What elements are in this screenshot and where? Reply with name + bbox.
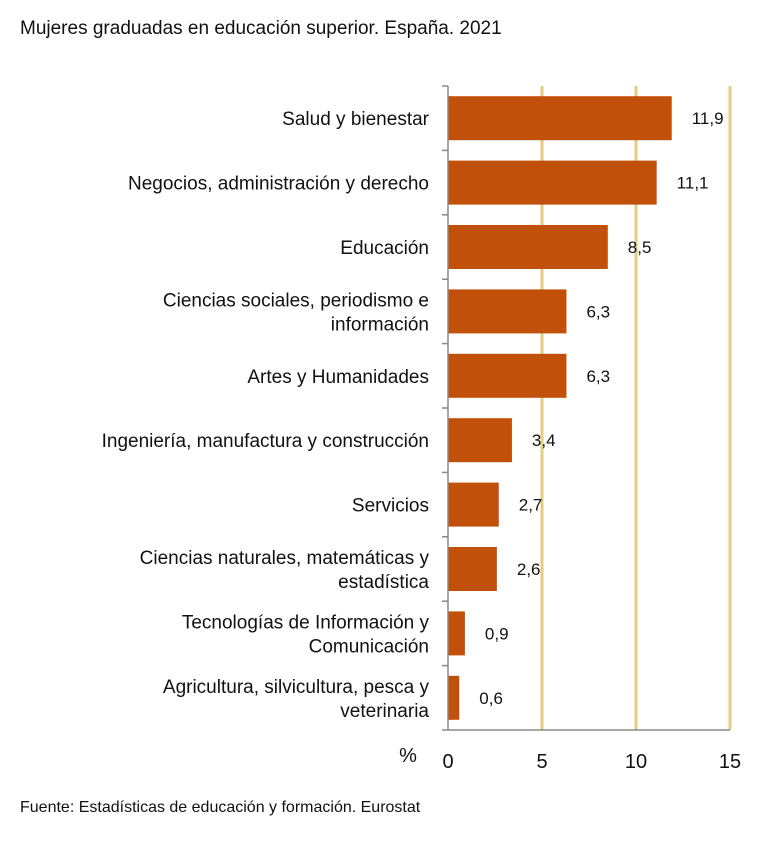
category-label-3-line-0: Ciencias sociales, periodismo e <box>163 290 429 311</box>
category-label-6: Servicios <box>352 496 429 517</box>
value-label-0: 11,9 <box>692 109 724 128</box>
x-tick-label-10: 10 <box>625 751 647 773</box>
category-label-1: Negocios, administración y derecho <box>128 174 429 195</box>
bar-6 <box>448 482 499 527</box>
category-label-9-line-1: veterinaria <box>340 701 429 722</box>
bar-0 <box>448 96 672 141</box>
value-label-3: 6,3 <box>586 302 610 321</box>
axis-unit-label: % <box>399 745 417 767</box>
value-label-1: 11,1 <box>677 174 709 193</box>
value-label-7: 2,6 <box>517 560 541 579</box>
value-labels: 11,9 11,1 8,5 6,3 6,3 3,4 2,7 2,6 0,9 0,6 <box>479 109 723 708</box>
bar-7 <box>448 547 497 591</box>
bars <box>448 96 672 720</box>
category-label-0: Salud y bienestar <box>282 109 429 130</box>
bar-5 <box>448 418 512 463</box>
category-label-2: Educación <box>340 238 429 259</box>
value-label-8: 0,9 <box>485 624 509 643</box>
x-tick-label-0: 0 <box>442 751 453 773</box>
value-label-2: 8,5 <box>628 238 652 257</box>
category-label-1-line-0: Negocios, administración y derecho <box>128 174 429 195</box>
category-label-2-line-0: Educación <box>340 238 429 259</box>
category-label-8-line-1: Comunicación <box>309 636 429 657</box>
category-label-3-line-1: información <box>331 314 429 335</box>
value-label-4: 6,3 <box>586 367 610 386</box>
category-label-7-line-0: Ciencias naturales, matemáticas y <box>140 548 430 569</box>
source-note: Fuente: Estadísticas de educación y form… <box>20 799 421 816</box>
bar-4 <box>448 353 567 398</box>
value-label-5: 3,4 <box>532 431 556 450</box>
x-tick-label-5: 5 <box>536 751 547 773</box>
category-label-3: Ciencias sociales, periodismo e informaci… <box>163 290 429 335</box>
category-label-6-line-0: Servicios <box>352 496 429 517</box>
bar-1 <box>448 160 657 205</box>
category-label-5-line-0: Ingeniería, manufactura y construcción <box>102 431 429 452</box>
category-label-9-line-0: Agricultura, silvicultura, pesca y <box>163 677 430 698</box>
chart-title: Mujeres graduadas en educación superior.… <box>20 18 502 39</box>
category-label-7-line-1: estadística <box>338 572 429 593</box>
bar-3 <box>448 289 567 334</box>
category-label-8-line-0: Tecnologías de Información y <box>182 612 430 633</box>
bar-9 <box>448 675 460 720</box>
value-label-9: 0,6 <box>479 689 503 708</box>
category-label-4: Artes y Humanidades <box>247 367 429 388</box>
category-labels: Salud y bienestar Negocios, administració… <box>102 109 430 722</box>
category-label-4-line-0: Artes y Humanidades <box>247 367 429 388</box>
tick-labels: 0 5 10 15 <box>442 751 741 773</box>
category-label-0-line-0: Salud y bienestar <box>282 109 429 130</box>
category-label-7: Ciencias naturales, matemáticas y estadís… <box>140 548 430 593</box>
axes <box>442 85 730 731</box>
bar-2 <box>448 225 608 269</box>
x-tick-label-15: 15 <box>719 751 741 773</box>
category-label-9: Agricultura, silvicultura, pesca y veteri… <box>163 677 430 722</box>
category-label-8: Tecnologías de Información y Comunicación <box>182 612 430 657</box>
value-label-6: 2,7 <box>519 496 543 515</box>
category-label-5: Ingeniería, manufactura y construcción <box>102 431 429 452</box>
bar-8 <box>448 611 465 656</box>
